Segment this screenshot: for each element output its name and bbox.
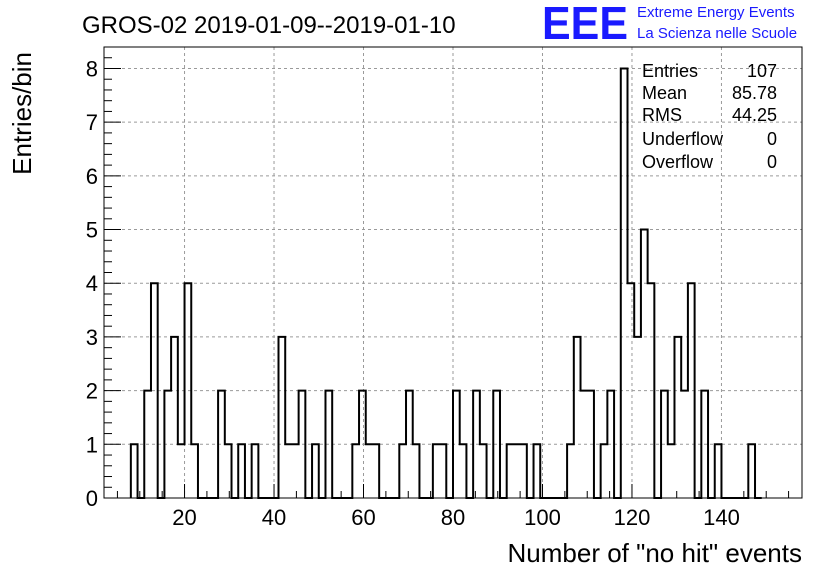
y-tick-label: 7: [86, 110, 98, 135]
eee-logo: EEE Extreme Energy Events La Scienza nel…: [542, 0, 797, 49]
y-tick-label: 6: [86, 164, 98, 189]
x-tick-label: 40: [262, 505, 286, 530]
stats-row-entries: Entries 107: [642, 61, 777, 81]
x-tick-label: 20: [172, 505, 196, 530]
stats-value: 44.25: [732, 105, 777, 125]
stats-row-underflow: Underflow 0: [642, 129, 777, 149]
stats-row-mean: Mean 85.78: [642, 83, 777, 103]
stats-label: Entries: [642, 61, 698, 81]
stats-row-rms: RMS 44.25: [642, 105, 777, 125]
stats-label: RMS: [642, 105, 682, 125]
y-axis-label: Entries/bin: [7, 52, 37, 175]
logo-line2: La Scienza nelle Scuole: [637, 25, 797, 42]
stats-value: 0: [767, 152, 777, 172]
stats-box: Entries 107 Mean 85.78 RMS 44.25 Underfl…: [642, 61, 777, 172]
x-axis-ticks: 20 40 60 80 100 120 140: [116, 484, 790, 530]
stats-value: 85.78: [732, 83, 777, 103]
logo-line1: Extreme Energy Events: [637, 4, 795, 21]
y-tick-label: 4: [86, 271, 98, 296]
stats-value: 107: [747, 61, 777, 81]
y-tick-label: 1: [86, 432, 98, 457]
x-tick-label: 80: [441, 505, 465, 530]
y-tick-label: 5: [86, 218, 98, 243]
stats-label: Mean: [642, 83, 687, 103]
x-axis-label: Number of "no hit" events: [508, 538, 803, 568]
stats-row-overflow: Overflow 0: [642, 152, 777, 172]
y-tick-label: 8: [86, 56, 98, 81]
x-tick-label: 100: [524, 505, 561, 530]
x-tick-label: 60: [351, 505, 375, 530]
y-tick-label: 2: [86, 379, 98, 404]
y-tick-label: 3: [86, 325, 98, 350]
logo-mark: EEE: [542, 0, 628, 49]
x-tick-label: 120: [614, 505, 651, 530]
stats-label: Underflow: [642, 129, 724, 149]
x-tick-label: 140: [703, 505, 740, 530]
stats-label: Overflow: [642, 152, 714, 172]
y-tick-label: 0: [86, 486, 98, 511]
chart-title: GROS-02 2019-01-09--2019-01-10: [82, 12, 456, 39]
y-axis-ticks: 0 1 2 3 4 5 6 7 8: [86, 46, 121, 511]
stats-value: 0: [767, 129, 777, 149]
